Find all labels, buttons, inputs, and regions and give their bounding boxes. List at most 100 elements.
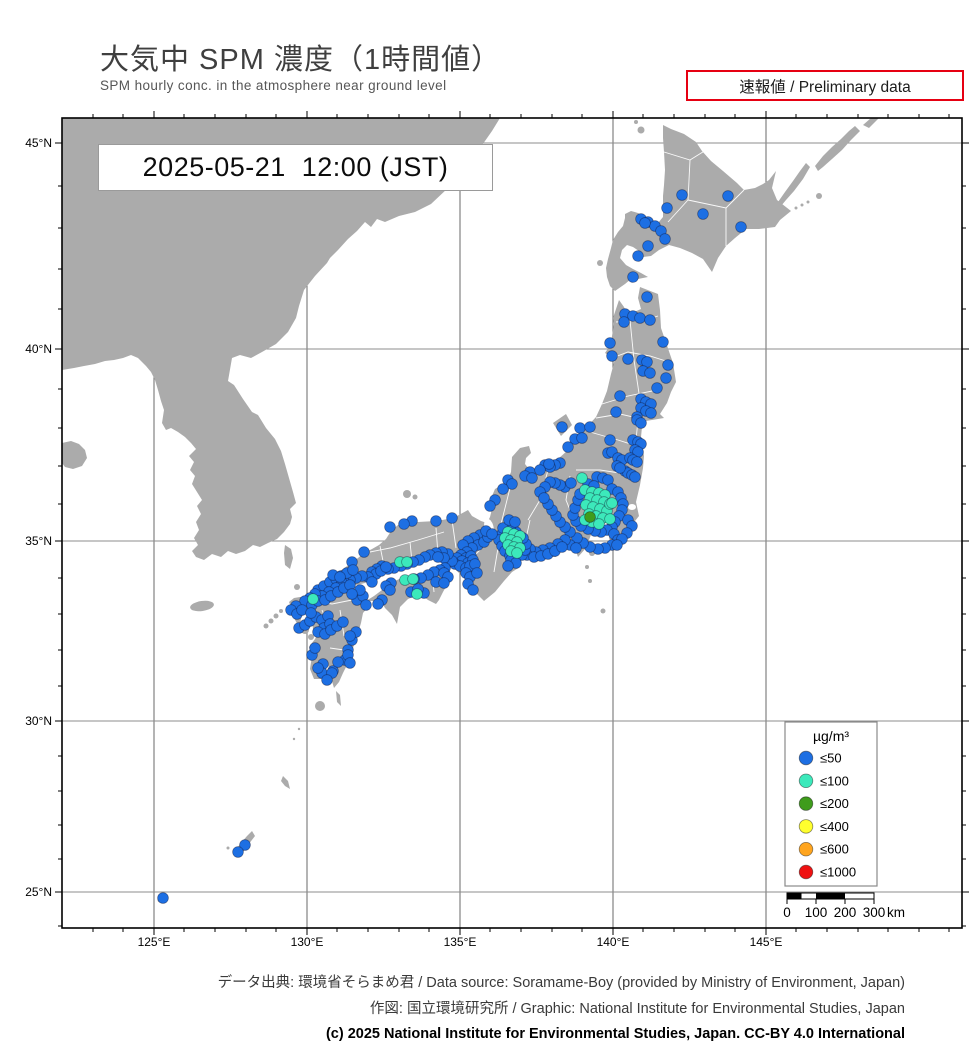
station-dot (346, 588, 358, 600)
svg-text:0: 0 (783, 905, 791, 920)
island-shandong (62, 441, 87, 469)
island-hokkaido (606, 125, 791, 291)
station-dot (635, 417, 647, 429)
station-dot (676, 189, 688, 201)
station-dot (593, 518, 605, 530)
station-dot (576, 432, 588, 444)
islet (297, 727, 301, 731)
islet (806, 200, 810, 204)
station-dot (644, 314, 656, 326)
station-dot (307, 593, 319, 605)
station-dot (660, 372, 672, 384)
islet (816, 193, 822, 199)
station-dot (502, 560, 514, 572)
station-dot (604, 434, 616, 446)
station-dot (407, 573, 419, 585)
station-dot (657, 336, 669, 348)
station-dot (627, 271, 639, 283)
footer-data-source: データ出典: 環境省そらまめ君 / Data source: Soramame-… (217, 975, 905, 991)
station-dot (232, 846, 244, 858)
station-dot (467, 584, 479, 596)
station-dot (644, 367, 656, 379)
islet (800, 203, 804, 207)
station-dot (344, 657, 356, 669)
legend-label: ≤100 (820, 773, 849, 788)
islet (273, 613, 279, 619)
footer-graphic-credit: 作図: 国立環境研究所 / Graphic: National Institut… (369, 1001, 905, 1017)
svg-text:145°E: 145°E (750, 935, 783, 949)
island-amami (281, 776, 290, 789)
station-dot (384, 584, 396, 596)
station-dot (239, 839, 251, 851)
station-dot (584, 511, 596, 523)
station-dot (629, 471, 641, 483)
island-kunashiri (778, 163, 810, 206)
station-dot (722, 190, 734, 202)
station-dot (565, 477, 577, 489)
legend-swatch (798, 773, 814, 789)
islet (403, 490, 411, 498)
island-continent (62, 118, 500, 560)
station-dot (398, 518, 410, 530)
station-dot (358, 546, 370, 558)
lake (628, 504, 636, 510)
islet (585, 565, 589, 569)
station-dot (438, 577, 450, 589)
svg-text:200: 200 (834, 905, 857, 920)
station-dot (411, 588, 423, 600)
station-dot (604, 337, 616, 349)
station-dot (446, 512, 458, 524)
station-dot (337, 616, 349, 628)
station-dot (305, 607, 317, 619)
svg-text:125°E: 125°E (138, 935, 171, 949)
station-dot (534, 464, 546, 476)
legend-title: µg/m³ (813, 728, 849, 744)
station-dot (486, 528, 498, 540)
station-dot (614, 462, 626, 474)
islet (412, 494, 418, 500)
station-dot (543, 458, 555, 470)
svg-text:40°N: 40°N (25, 342, 52, 356)
station-dot (471, 567, 483, 579)
islet (226, 846, 230, 850)
station-dot (562, 441, 574, 453)
page-subtitle: SPM hourly conc. in the atmosphere near … (100, 78, 447, 93)
legend-swatch (798, 796, 814, 811)
islet (308, 634, 314, 640)
station-dot (618, 316, 630, 328)
station-dot (570, 542, 582, 554)
station-dot (309, 642, 321, 654)
station-dot (606, 350, 618, 362)
station-dot (366, 576, 378, 588)
map-interior (62, 118, 962, 928)
islet (794, 206, 798, 210)
island-tsushima (284, 545, 293, 569)
station-dot (645, 407, 657, 419)
station-dot (334, 571, 346, 583)
legend: µg/m³ ≤50 ≤100 ≤200 ≤400 ≤600 ≤1000 (784, 721, 878, 887)
station-dot (651, 382, 663, 394)
station-dot (372, 598, 384, 610)
station-dot (631, 456, 643, 468)
station-dot (384, 521, 396, 533)
legend-swatch (798, 842, 814, 857)
islet (292, 737, 296, 741)
station-dot (632, 250, 644, 262)
station-dot (642, 240, 654, 252)
svg-text:30°N: 30°N (25, 714, 52, 728)
station-dot (574, 422, 586, 434)
station-dot (622, 353, 634, 365)
station-dot (614, 390, 626, 402)
station-dot (360, 599, 372, 611)
station-dots (157, 189, 747, 904)
station-dot (610, 406, 622, 418)
station-dot (606, 497, 618, 509)
island-iturup (815, 126, 860, 171)
station-dot (611, 539, 623, 551)
station-dot (312, 662, 324, 674)
station-dot (661, 202, 673, 214)
station-dot (484, 500, 496, 512)
scale-bar: 0 100 200 300 km (783, 892, 905, 920)
islet (634, 120, 638, 124)
